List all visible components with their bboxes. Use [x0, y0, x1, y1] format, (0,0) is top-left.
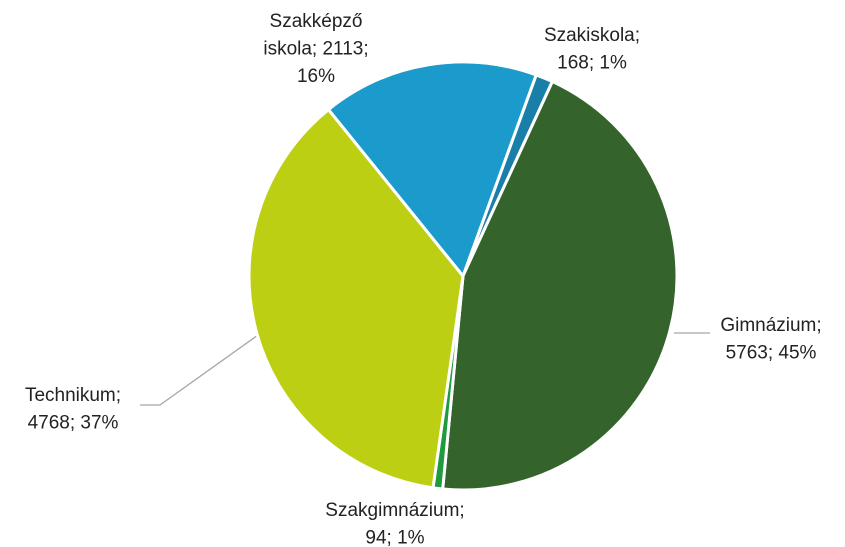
data-label: Szakgimnázium; [325, 500, 464, 521]
data-label: Gimnázium; [720, 315, 821, 336]
data-label: Szakképző [270, 11, 363, 32]
data-label: 16% [297, 66, 335, 87]
data-label: 168; 1% [557, 53, 627, 74]
data-label: 5763; 45% [726, 343, 817, 364]
pie-slice [247, 108, 465, 490]
leader-line [140, 334, 259, 406]
pie-slice [327, 60, 538, 278]
data-label: 94; 1% [365, 528, 424, 547]
data-label: Technikum; [25, 385, 121, 406]
data-label: iskola; 2113; [263, 39, 368, 60]
data-label: Szakiskola; [544, 25, 640, 46]
pie-slice [441, 80, 679, 492]
data-label: 4768; 37% [28, 413, 119, 434]
